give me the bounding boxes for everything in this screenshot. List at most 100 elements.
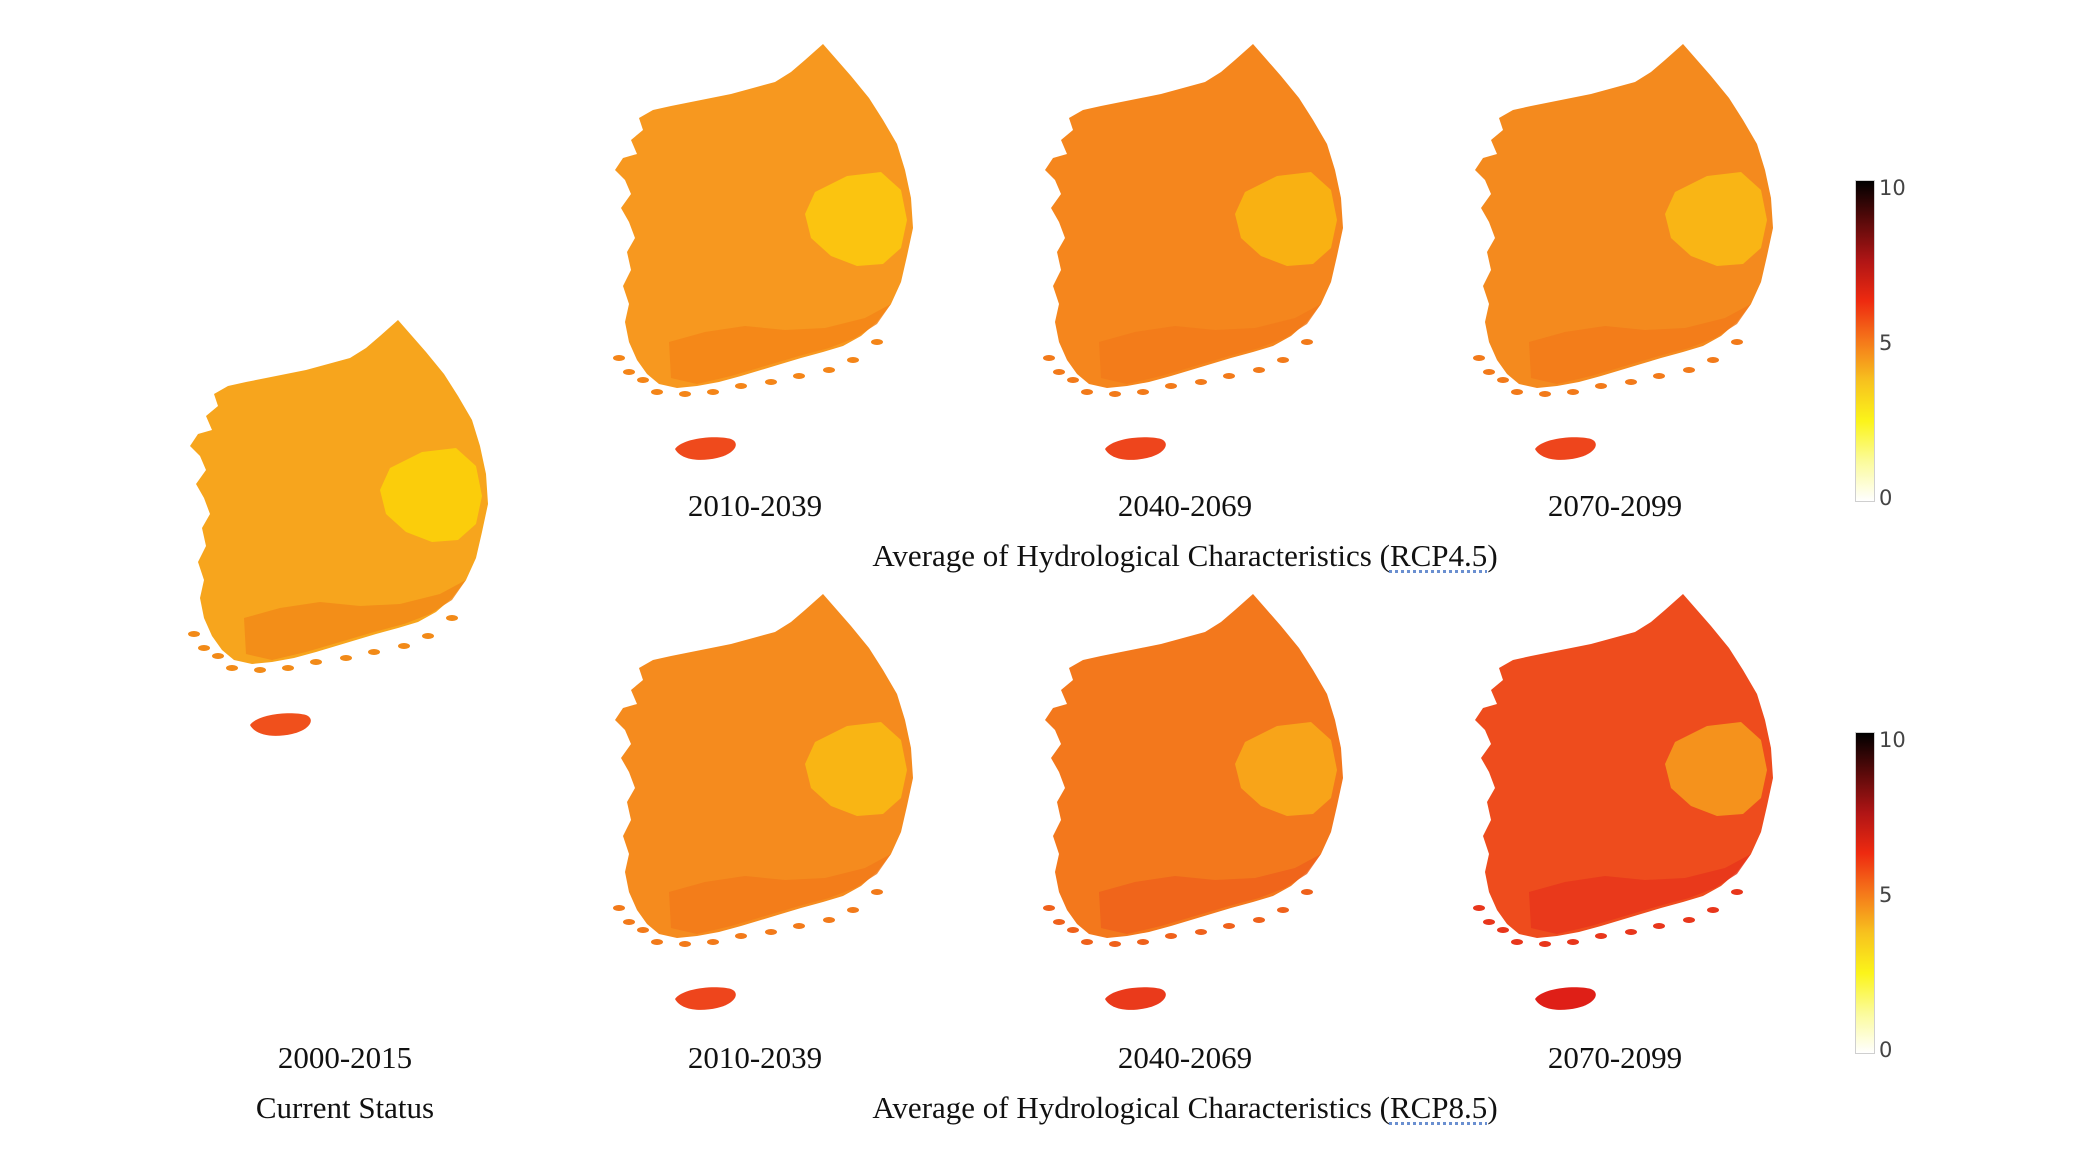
coastal-island: [1277, 357, 1289, 363]
coastal-island: [254, 667, 266, 673]
legend-tick-mid: 5: [1879, 331, 1893, 355]
southern-coast-region: [669, 304, 891, 384]
coastal-island: [1473, 905, 1485, 911]
period-label-rcp85-2: 2040-2069: [1117, 1040, 1253, 1075]
coastal-island: [282, 665, 294, 671]
jeju-island: [1535, 437, 1596, 460]
coastal-island: [1053, 369, 1065, 375]
coastal-island: [1483, 369, 1495, 375]
mainland-region: [1475, 44, 1773, 388]
legend-tick-min: 0: [1879, 486, 1893, 510]
coastal-island: [1595, 933, 1607, 939]
coastal-island: [1707, 907, 1719, 913]
coastal-island: [651, 939, 663, 945]
coastal-island: [1195, 379, 1207, 385]
coastal-island: [823, 367, 835, 373]
coastal-island: [1253, 367, 1265, 373]
coastal-island: [1653, 373, 1665, 379]
coastal-island: [707, 389, 719, 395]
coastal-island: [1731, 889, 1743, 895]
period-label-rcp45-3: 2070-2099: [1547, 488, 1683, 523]
map-rcp85-2010-2039: [585, 592, 945, 1032]
mainland-region: [615, 594, 913, 938]
southern-coast-region: [1529, 304, 1751, 384]
coastal-island: [446, 615, 458, 621]
coastal-island: [1067, 377, 1079, 383]
coastal-island: [871, 339, 883, 345]
coastal-island: [707, 939, 719, 945]
coastal-island: [613, 355, 625, 361]
map-rcp85-2070-2099: [1445, 592, 1805, 1032]
period-label-current: 2000-2015: [277, 1040, 413, 1075]
mainland-region: [615, 44, 913, 388]
coastal-island: [226, 665, 238, 671]
legend-tick-max: 10: [1879, 176, 1906, 200]
eastern-highlands-region: [1665, 722, 1767, 816]
coastal-island: [679, 941, 691, 947]
coastal-island: [679, 391, 691, 397]
coastal-island: [1683, 917, 1695, 923]
current-status-caption: Current Status: [255, 1090, 435, 1125]
southern-coast-region: [244, 580, 466, 660]
coastal-island: [871, 889, 883, 895]
legend-tick-max: 10: [1879, 728, 1906, 752]
coastal-island: [613, 905, 625, 911]
coastal-island: [368, 649, 380, 655]
coastal-island: [1539, 941, 1551, 947]
jeju-island: [1105, 437, 1166, 460]
eastern-highlands-region: [1235, 172, 1337, 266]
group-title-rcp85: Average of Hydrological Characteristics …: [800, 1090, 1570, 1126]
coastal-island: [623, 369, 635, 375]
coastal-island: [1195, 929, 1207, 935]
scenario-name: RCP4.5: [1389, 538, 1488, 573]
period-label-rcp85-3: 2070-2099: [1547, 1040, 1683, 1075]
coastal-island: [198, 645, 210, 651]
coastal-island: [1497, 377, 1509, 383]
coastal-island: [623, 919, 635, 925]
coastal-island: [1053, 919, 1065, 925]
coastal-island: [637, 927, 649, 933]
coastal-island: [1511, 939, 1523, 945]
coastal-island: [422, 633, 434, 639]
period-label-rcp45-1: 2010-2039: [687, 488, 823, 523]
coastal-island: [1043, 355, 1055, 361]
coastal-island: [1567, 939, 1579, 945]
southern-coast-region: [669, 854, 891, 934]
color-scale-bar: [1855, 180, 1875, 502]
southern-coast-region: [1099, 304, 1321, 384]
coastal-island: [340, 655, 352, 661]
title-suffix: ): [1487, 538, 1498, 573]
coastal-island: [1081, 389, 1093, 395]
coastal-island: [1277, 907, 1289, 913]
jeju-island: [250, 713, 311, 736]
title-prefix: Average of Hydrological Characteristics …: [872, 538, 1390, 573]
coastal-island: [1137, 389, 1149, 395]
title-suffix: ): [1487, 1090, 1498, 1125]
coastal-island: [1165, 383, 1177, 389]
coastal-island: [1473, 355, 1485, 361]
eastern-highlands-region: [1665, 172, 1767, 266]
coastal-island: [310, 659, 322, 665]
coastal-island: [847, 907, 859, 913]
coastal-island: [793, 373, 805, 379]
group-title-rcp45: Average of Hydrological Characteristics …: [800, 538, 1570, 574]
coastal-island: [823, 917, 835, 923]
coastal-island: [1707, 357, 1719, 363]
jeju-island: [675, 437, 736, 460]
coastal-island: [847, 357, 859, 363]
color-scale-bar: [1855, 732, 1875, 1054]
jeju-island: [1535, 987, 1596, 1010]
coastal-island: [651, 389, 663, 395]
coastal-island: [735, 933, 747, 939]
coastal-island: [398, 643, 410, 649]
coastal-island: [1223, 373, 1235, 379]
coastal-island: [637, 377, 649, 383]
coastal-island: [1497, 927, 1509, 933]
korea-map-2000-2015: [188, 320, 488, 736]
eastern-highlands-region: [1235, 722, 1337, 816]
map-rcp45-2010-2039: [585, 42, 945, 482]
coastal-island: [1625, 929, 1637, 935]
coastal-island: [1137, 939, 1149, 945]
coastal-island: [1253, 917, 1265, 923]
coastal-island: [1109, 941, 1121, 947]
